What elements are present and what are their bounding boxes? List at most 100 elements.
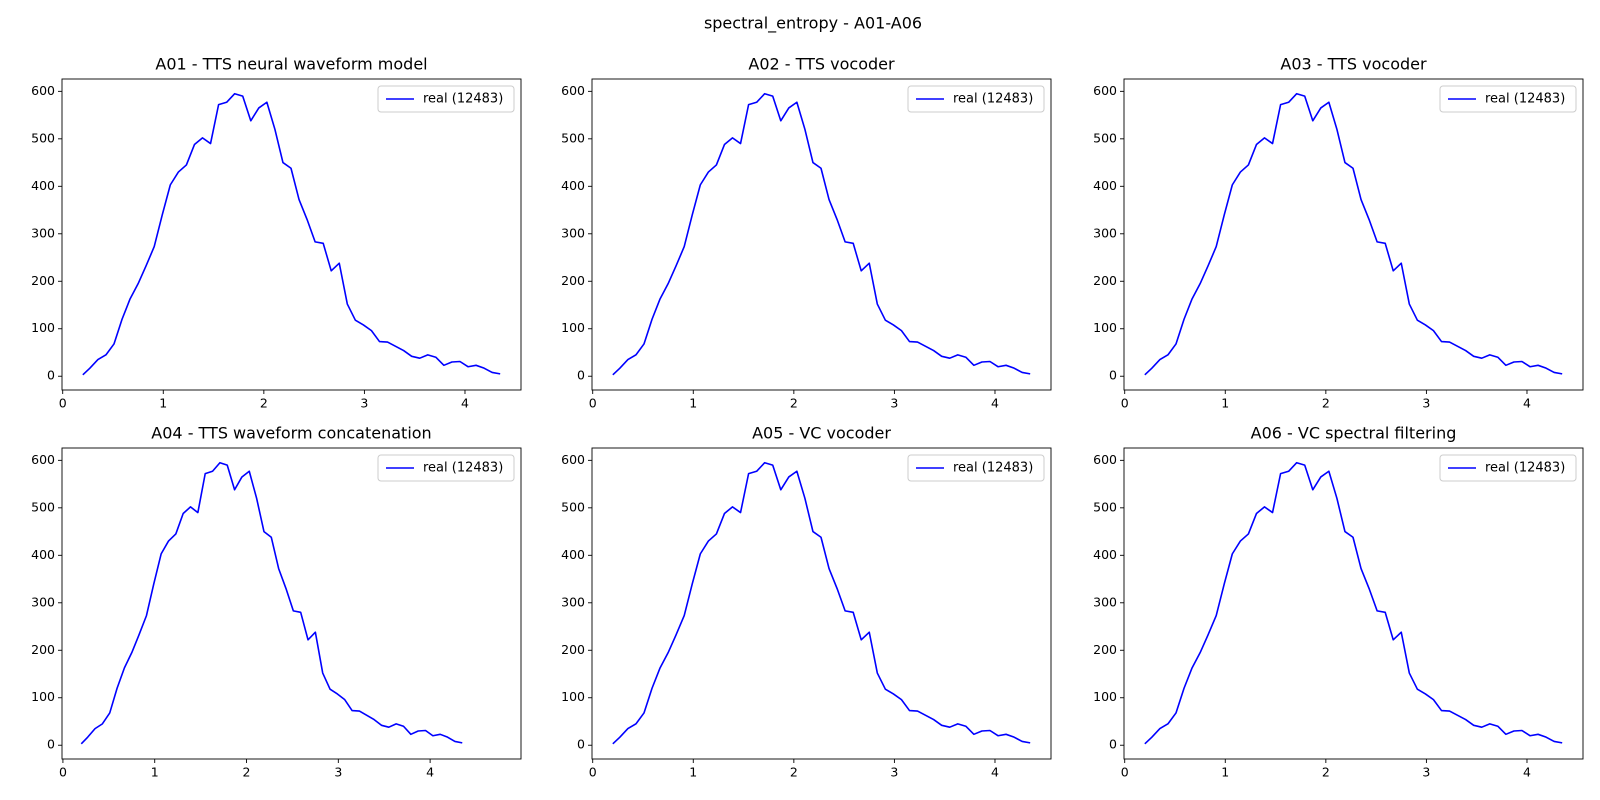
y-tick-label: 400	[31, 178, 55, 193]
x-tick-label: 1	[159, 396, 167, 411]
x-tick-label: 3	[890, 765, 898, 780]
y-tick-label: 600	[31, 83, 55, 98]
axes-frame	[61, 447, 522, 760]
y-tick-label: 300	[1093, 225, 1117, 240]
data-line	[612, 461, 1031, 745]
x-tick-label: 0	[589, 765, 597, 780]
y-tick-label: 400	[1093, 178, 1117, 193]
legend-label: real (12483)	[953, 461, 1033, 476]
legend: real (12483)	[907, 85, 1045, 113]
legend-label: real (12483)	[1485, 92, 1565, 107]
y-tick-label: 500	[31, 499, 55, 514]
y-tick-label: 500	[31, 130, 55, 145]
x-tick-label: 2	[243, 765, 251, 780]
subplot-title: A01 - TTS neural waveform model	[155, 55, 427, 74]
subplot: A02 - TTS vocoder 0 100 200 300 400 500 600 0 1 2 3…	[561, 55, 1052, 411]
y-tick-label: 0	[47, 737, 55, 752]
y-tick-label: 300	[1093, 594, 1117, 609]
x-tick-label: 1	[689, 396, 697, 411]
legend-label: real (12483)	[423, 92, 503, 107]
y-tick-label: 0	[1109, 737, 1117, 752]
x-tick-label: 1	[1221, 765, 1229, 780]
x-tick-label: 2	[260, 396, 268, 411]
y-tick-label: 200	[561, 273, 585, 288]
x-tick-label: 3	[1422, 396, 1430, 411]
y-tick-label: 0	[47, 368, 55, 383]
legend-box	[377, 454, 515, 482]
y-tick-label: 300	[31, 594, 55, 609]
y-tick-label: 100	[31, 689, 55, 704]
y-tick-label: 300	[561, 594, 585, 609]
y-tick-label: 100	[1093, 689, 1117, 704]
x-tick-label: 4	[461, 396, 469, 411]
y-tick-label: 0	[577, 737, 585, 752]
axes-frame	[61, 78, 522, 391]
y-tick-label: 500	[1093, 499, 1117, 514]
data-line	[612, 92, 1031, 376]
x-tick-label: 4	[1523, 396, 1531, 411]
x-tick-label: 1	[151, 765, 159, 780]
subplot: A06 - VC spectral filtering 0 100 200 300 400…	[1093, 424, 1584, 780]
legend-label: real (12483)	[1485, 461, 1565, 476]
x-tick-label: 0	[59, 396, 67, 411]
legend-box	[1439, 454, 1577, 482]
y-tick-label: 400	[1093, 547, 1117, 562]
x-tick-label: 3	[1422, 765, 1430, 780]
y-tick-label: 500	[1093, 130, 1117, 145]
y-tick-label: 500	[561, 130, 585, 145]
y-tick-label: 0	[1109, 368, 1117, 383]
data-line	[80, 461, 463, 745]
y-tick-label: 600	[561, 83, 585, 98]
x-tick-label: 1	[1221, 396, 1229, 411]
x-tick-label: 2	[790, 765, 798, 780]
y-tick-label: 200	[561, 642, 585, 657]
y-tick-label: 400	[561, 547, 585, 562]
x-tick-label: 1	[689, 765, 697, 780]
legend: real (12483)	[907, 454, 1045, 482]
data-line	[1144, 92, 1563, 376]
x-tick-label: 0	[1121, 765, 1129, 780]
x-tick-label: 2	[1322, 765, 1330, 780]
y-tick-label: 100	[561, 320, 585, 335]
y-tick-label: 600	[1093, 83, 1117, 98]
legend-box	[1439, 85, 1577, 113]
subplot-title: A04 - TTS waveform concatenation	[151, 424, 431, 443]
axes-frame	[591, 447, 1052, 760]
subplot-title: A03 - TTS vocoder	[1280, 55, 1427, 74]
data-line	[82, 92, 501, 376]
legend: real (12483)	[377, 454, 515, 482]
y-tick-label: 300	[561, 225, 585, 240]
y-tick-label: 0	[577, 368, 585, 383]
y-tick-label: 200	[1093, 273, 1117, 288]
subplot-title: A05 - VC vocoder	[752, 424, 891, 443]
y-tick-label: 100	[31, 320, 55, 335]
x-tick-label: 0	[1121, 396, 1129, 411]
legend: real (12483)	[1439, 85, 1577, 113]
y-tick-label: 100	[561, 689, 585, 704]
axes-frame	[1123, 447, 1584, 760]
legend-box	[907, 85, 1045, 113]
x-tick-label: 3	[360, 396, 368, 411]
x-tick-label: 3	[890, 396, 898, 411]
subplot: A01 - TTS neural waveform model010020030…	[31, 55, 522, 411]
legend: real (12483)	[1439, 454, 1577, 482]
legend-label: real (12483)	[953, 92, 1033, 107]
subplot-title: A06 - VC spectral filtering	[1251, 424, 1457, 443]
data-line	[1144, 461, 1563, 745]
axes-frame	[591, 78, 1052, 391]
legend-box	[377, 85, 515, 113]
y-tick-label: 600	[561, 452, 585, 467]
y-tick-label: 200	[31, 642, 55, 657]
y-tick-label: 400	[31, 547, 55, 562]
x-tick-label: 4	[1523, 765, 1531, 780]
legend-box	[907, 454, 1045, 482]
y-tick-label: 500	[561, 499, 585, 514]
y-tick-label: 600	[1093, 452, 1117, 467]
legend: real (12483)	[377, 85, 515, 113]
x-tick-label: 0	[59, 765, 67, 780]
x-tick-label: 4	[991, 396, 999, 411]
y-tick-label: 100	[1093, 320, 1117, 335]
x-tick-label: 2	[790, 396, 798, 411]
